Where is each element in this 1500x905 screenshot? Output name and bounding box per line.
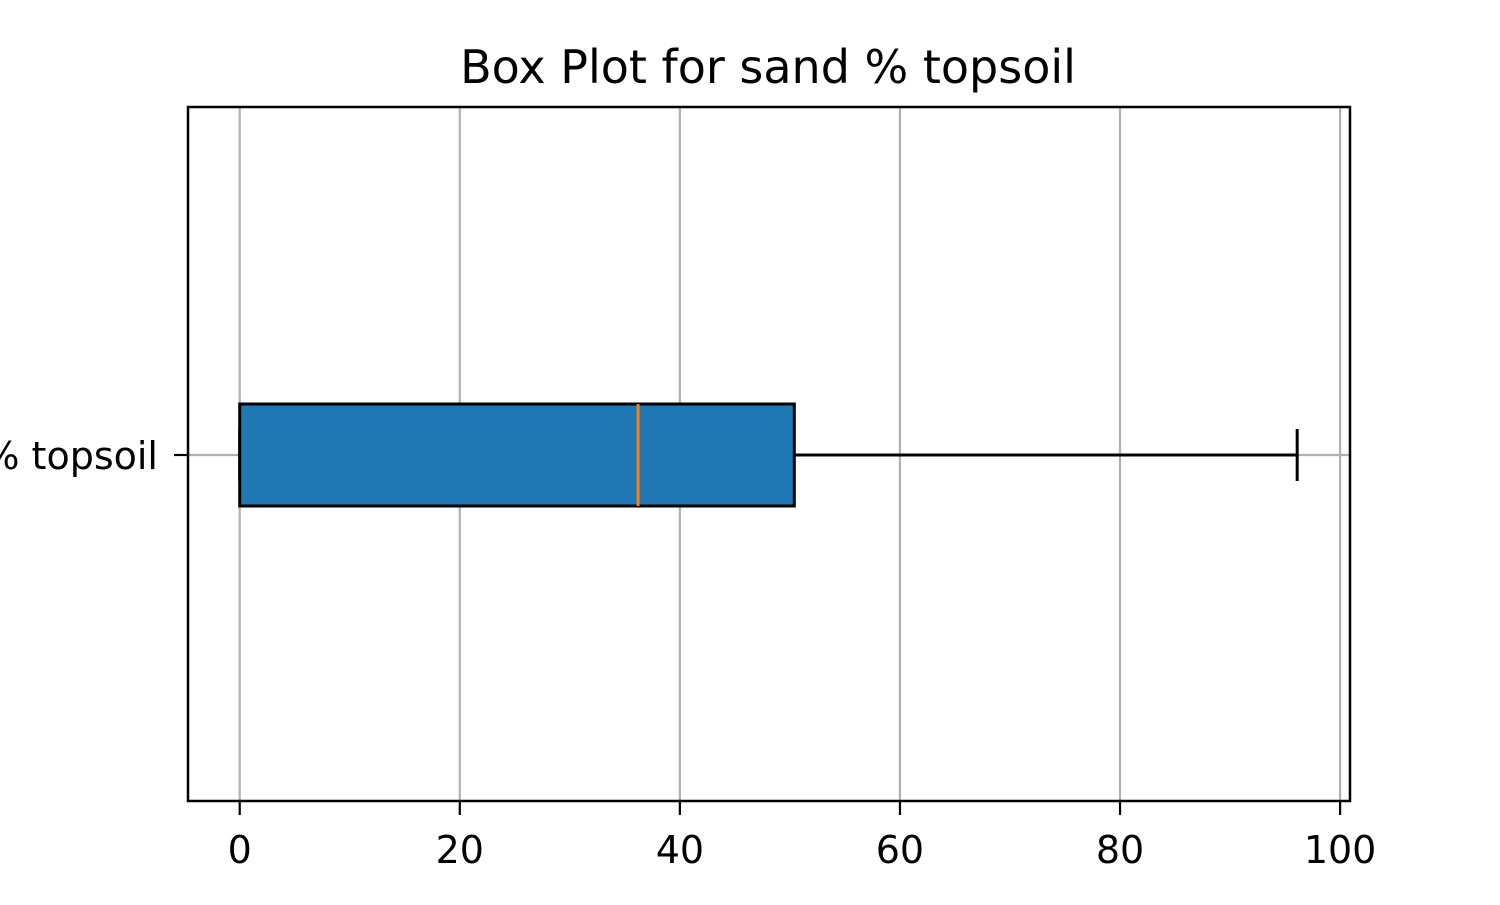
box-iqr <box>238 402 796 508</box>
axis-layer: sand % topsoil 0 20 40 60 80 100 <box>0 105 1377 872</box>
axes-frame <box>186 105 1352 803</box>
x-tick-label: 40 <box>656 828 704 872</box>
x-tick-label: 20 <box>436 828 484 872</box>
x-tick-label: 60 <box>876 828 924 872</box>
y-tick-label: sand % topsoil <box>0 434 158 478</box>
x-tick-label: 100 <box>1304 828 1377 872</box>
x-tick-label: 0 <box>228 828 252 872</box>
x-tick-label: 80 <box>1096 828 1144 872</box>
chart-title: Box Plot for sand % topsoil <box>460 40 1076 94</box>
mark-layer <box>238 402 1299 508</box>
